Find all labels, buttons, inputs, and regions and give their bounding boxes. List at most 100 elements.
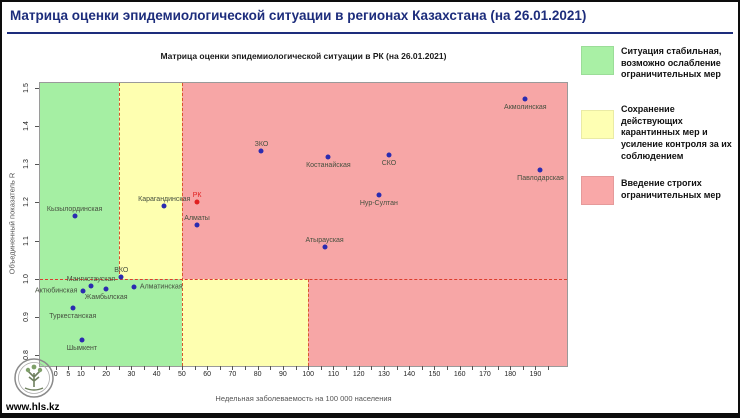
legend-item-yellow: Сохранение действующих карантинных мер и… bbox=[581, 104, 738, 162]
data-point bbox=[325, 154, 331, 160]
x-tick bbox=[510, 366, 512, 370]
x-tick bbox=[295, 366, 297, 370]
chart-title: Матрица оценки эпидемиологической ситуац… bbox=[160, 51, 447, 61]
risk-zone-yellow bbox=[181, 278, 309, 366]
data-point-label: Жамбылская bbox=[84, 293, 128, 301]
scatter-plot: 0 5 10 20 30 40 50 60 70 80 90 100 110 120 130 140 150 16… bbox=[23, 82, 568, 378]
data-point-label: Шымкент bbox=[66, 345, 98, 353]
x-tick-label: 50 bbox=[178, 371, 186, 378]
data-point bbox=[72, 213, 78, 219]
data-point bbox=[522, 96, 528, 102]
data-point-label: ВКО bbox=[114, 266, 129, 274]
x-tick bbox=[522, 366, 524, 370]
x-tick bbox=[548, 366, 550, 370]
organization-logo-icon bbox=[10, 357, 58, 406]
x-tick bbox=[371, 366, 373, 370]
x-tick-label: 5 bbox=[66, 371, 71, 378]
risk-zone-red bbox=[181, 83, 567, 279]
data-point-label: Актюбинская bbox=[34, 287, 78, 295]
data-point bbox=[131, 284, 137, 290]
data-point-label: Атырауская bbox=[305, 237, 344, 244]
x-tick bbox=[396, 366, 398, 370]
risk-zone-red bbox=[308, 278, 567, 366]
x-tick bbox=[308, 366, 310, 370]
data-point-label: РК bbox=[192, 192, 202, 200]
x-tick bbox=[55, 366, 57, 370]
page-title: Матрица оценки эпидемиологической ситуац… bbox=[10, 8, 587, 23]
x-tick-label: 170 bbox=[479, 371, 491, 378]
x-tick bbox=[68, 366, 70, 370]
y-tick-label: 1.5 bbox=[23, 83, 30, 93]
x-tick-label: 80 bbox=[253, 371, 262, 378]
legend-item-green: Ситуация стабильная, возможно ослабление… bbox=[581, 46, 738, 81]
x-tick bbox=[131, 366, 133, 370]
x-tick bbox=[270, 366, 272, 370]
x-tick bbox=[207, 366, 209, 370]
y-tick-label: 0.9 bbox=[23, 311, 30, 322]
x-tick bbox=[194, 366, 196, 370]
y-tick bbox=[35, 354, 39, 356]
x-tick bbox=[497, 366, 499, 370]
x-tick-label: 120 bbox=[352, 371, 365, 378]
x-tick bbox=[421, 366, 423, 370]
x-tick bbox=[257, 366, 259, 370]
data-point bbox=[70, 305, 76, 311]
y-tick-label: 1.3 bbox=[23, 159, 30, 170]
x-tick bbox=[181, 366, 183, 370]
title-divider bbox=[7, 32, 733, 34]
x-tick bbox=[484, 366, 486, 370]
x-tick-label: 10 bbox=[77, 371, 85, 378]
data-point bbox=[79, 337, 85, 343]
data-point bbox=[103, 286, 109, 292]
x-tick-label: 90 bbox=[279, 371, 287, 378]
x-tick-label: 140 bbox=[403, 371, 416, 378]
y-tick-label: 1.4 bbox=[23, 121, 30, 131]
data-point-label: СКО bbox=[381, 159, 397, 167]
data-point bbox=[80, 288, 86, 294]
data-point-label: Мангистауская bbox=[66, 276, 116, 284]
x-tick-label: 160 bbox=[453, 371, 466, 378]
x-tick-label: 0 bbox=[53, 371, 58, 378]
data-point-label: Алматинская bbox=[139, 283, 183, 291]
data-point-label: ЗКО bbox=[254, 140, 269, 148]
x-tick bbox=[409, 366, 411, 370]
y-tick-label: 1.0 bbox=[23, 273, 30, 284]
legend-text-yellow: Сохранение действующих карантинных мер и… bbox=[621, 104, 732, 161]
y-axis-label: Объединенный показатель R bbox=[7, 172, 17, 275]
data-point bbox=[88, 283, 94, 289]
x-tick bbox=[245, 366, 247, 370]
x-tick-label: 180 bbox=[504, 371, 517, 378]
data-point-label: Кызылординская bbox=[46, 205, 103, 213]
data-point bbox=[258, 148, 264, 154]
data-point bbox=[194, 199, 200, 205]
legend-item-red: Введение строгих ограничительных мер bbox=[581, 172, 738, 205]
y-tick bbox=[35, 202, 39, 204]
x-tick-label: 150 bbox=[428, 371, 441, 378]
y-tick-label: 1.2 bbox=[23, 197, 30, 208]
data-point bbox=[194, 222, 200, 228]
x-tick bbox=[535, 366, 537, 370]
data-point-label: Туркестанская bbox=[49, 313, 97, 321]
x-tick bbox=[118, 366, 120, 370]
risk-zone-green bbox=[40, 278, 182, 366]
x-tick-label: 110 bbox=[327, 371, 340, 378]
x-tick bbox=[156, 366, 158, 370]
y-tick bbox=[35, 240, 39, 242]
x-tick bbox=[358, 366, 360, 370]
x-tick bbox=[346, 366, 348, 370]
data-point bbox=[386, 152, 392, 158]
threshold-line bbox=[181, 83, 183, 366]
x-tick bbox=[144, 366, 146, 370]
data-point bbox=[376, 192, 382, 198]
legend-swatch-yellow bbox=[581, 110, 614, 139]
data-point-label: Карагандинская bbox=[138, 196, 191, 204]
x-tick bbox=[333, 366, 335, 370]
x-tick-label: 20 bbox=[102, 371, 111, 378]
y-tick bbox=[35, 87, 39, 89]
data-point bbox=[161, 203, 167, 209]
legend-swatch-red bbox=[581, 176, 614, 205]
x-tick bbox=[80, 366, 82, 370]
y-tick bbox=[35, 164, 39, 166]
threshold-line bbox=[308, 278, 310, 366]
